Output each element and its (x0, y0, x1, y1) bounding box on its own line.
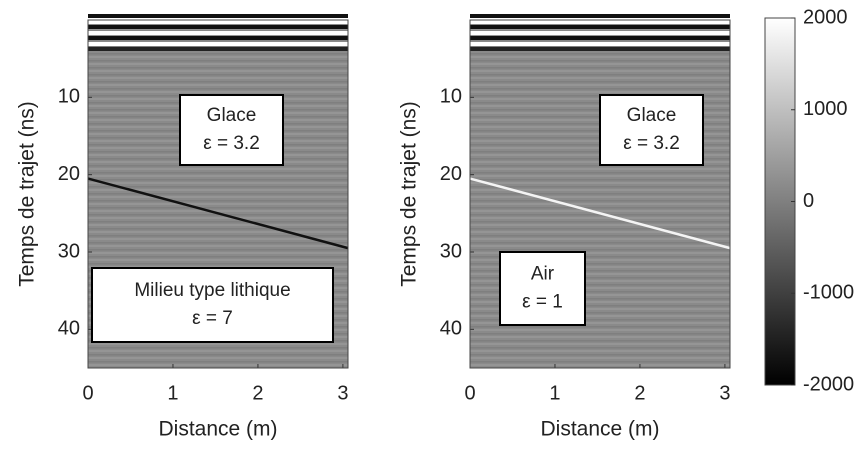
plot-frame (87, 19, 349, 369)
annotation-text: Milieu type lithique (134, 280, 290, 301)
x-tick-label: 1 (549, 382, 560, 404)
annotation-text: ε = 3.2 (623, 133, 680, 154)
x-tick-label: 3 (337, 382, 348, 404)
direct-wave-band (470, 36, 730, 40)
annotation-box (499, 251, 586, 326)
direct-wave-band (88, 25, 348, 29)
direct-wave-band (88, 14, 348, 18)
direct-wave-band (88, 42, 348, 46)
y-axis-label: Temps de trajet (ns) (398, 101, 421, 287)
annotation-text: ε = 7 (192, 308, 233, 329)
annotation-text: ε = 3.2 (203, 133, 260, 154)
colorbar-tick-label: 1000 (803, 98, 848, 120)
direct-wave-band (470, 25, 730, 29)
annotation-text: Glace (627, 105, 677, 126)
annotation-box (179, 94, 284, 166)
y-tick-label: 20 (440, 163, 462, 185)
x-tick-label: 2 (634, 382, 645, 404)
x-axis-label: Distance (m) (158, 418, 277, 441)
y-tick-label: 30 (440, 240, 462, 262)
direct-wave-band (470, 14, 730, 18)
colorbar-tick-label: -2000 (803, 373, 854, 395)
y-tick-label: 40 (440, 318, 462, 340)
reflector-line (87, 177, 349, 250)
x-tick-label: 2 (252, 382, 263, 404)
y-tick-label: 40 (58, 318, 80, 340)
annotation-text: Glace (207, 105, 257, 126)
y-tick-label: 30 (58, 240, 80, 262)
direct-wave-band (470, 42, 730, 46)
y-tick-label: 10 (440, 86, 462, 108)
x-tick-label: 0 (82, 382, 93, 404)
y-axis-label: Temps de trajet (ns) (16, 101, 39, 287)
direct-wave-band (470, 47, 730, 51)
x-tick-label: 1 (167, 382, 178, 404)
x-tick-label: 0 (464, 382, 475, 404)
direct-wave-band (88, 20, 348, 24)
direct-wave-band (470, 20, 730, 24)
annotation-box (599, 94, 704, 166)
colorbar-tick-label: 2000 (803, 6, 848, 28)
annotation-text: Air (531, 264, 555, 285)
x-axis-label: Distance (m) (540, 418, 659, 441)
y-tick-label: 20 (58, 163, 80, 185)
direct-wave-band (88, 47, 348, 51)
x-tick-label: 3 (719, 382, 730, 404)
colorbar-tick-label: -1000 (803, 282, 854, 304)
direct-wave-band (470, 31, 730, 35)
annotation-box (91, 267, 334, 343)
direct-wave-band (88, 31, 348, 35)
annotation-text: ε = 1 (522, 292, 563, 313)
y-tick-label: 10 (58, 86, 80, 108)
colorbar-tick-label: 0 (803, 190, 814, 212)
colorbar (764, 17, 796, 386)
plot-frame (469, 19, 731, 369)
direct-wave-band (88, 36, 348, 40)
reflector-line (469, 177, 731, 250)
